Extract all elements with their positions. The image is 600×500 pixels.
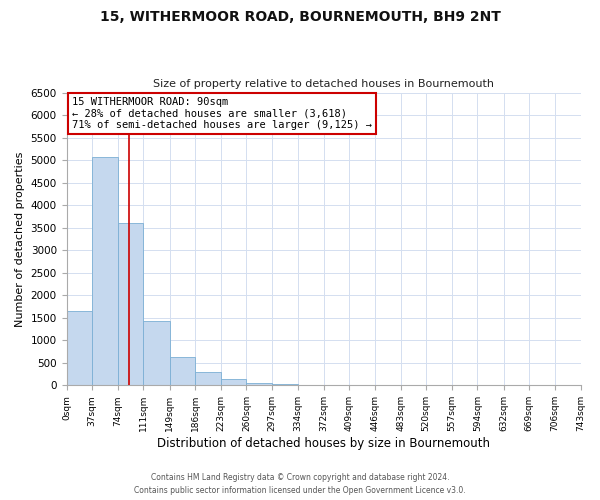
Text: 15, WITHERMOOR ROAD, BOURNEMOUTH, BH9 2NT: 15, WITHERMOOR ROAD, BOURNEMOUTH, BH9 2N… — [100, 10, 500, 24]
Bar — [272, 384, 298, 386]
Bar — [118, 223, 143, 386]
Bar — [247, 382, 272, 386]
Text: 15 WITHERMOOR ROAD: 90sqm
← 28% of detached houses are smaller (3,618)
71% of se: 15 WITHERMOOR ROAD: 90sqm ← 28% of detac… — [71, 97, 371, 130]
Bar — [92, 156, 118, 386]
Y-axis label: Number of detached properties: Number of detached properties — [15, 152, 25, 326]
Bar — [67, 311, 92, 386]
X-axis label: Distribution of detached houses by size in Bournemouth: Distribution of detached houses by size … — [157, 437, 490, 450]
Bar — [170, 358, 195, 386]
Bar — [195, 372, 221, 386]
Text: Contains HM Land Registry data © Crown copyright and database right 2024.
Contai: Contains HM Land Registry data © Crown c… — [134, 474, 466, 495]
Title: Size of property relative to detached houses in Bournemouth: Size of property relative to detached ho… — [153, 79, 494, 89]
Bar — [221, 379, 247, 386]
Bar — [143, 322, 170, 386]
